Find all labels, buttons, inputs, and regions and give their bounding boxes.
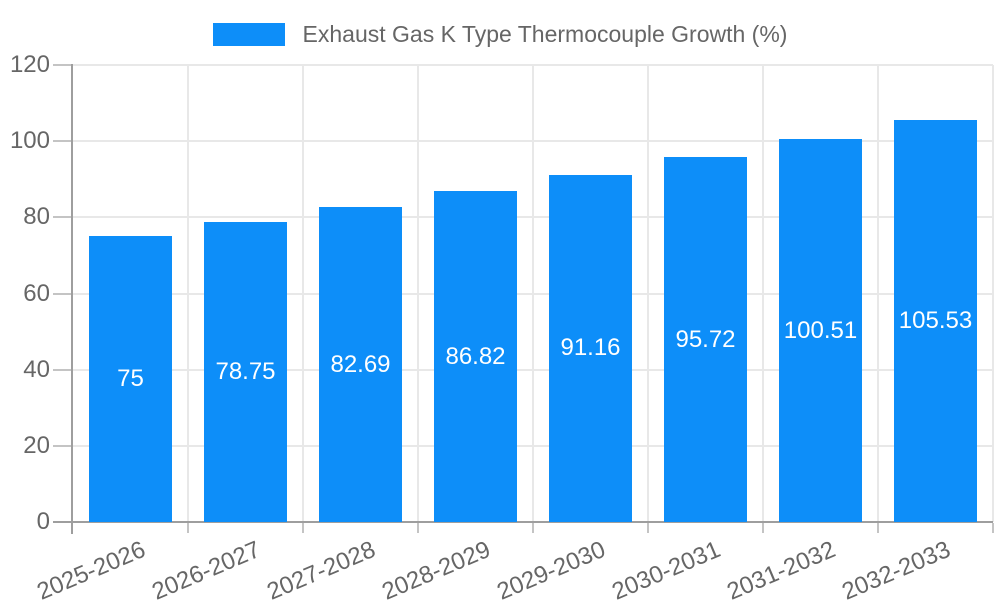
bar-value-label: 78.75 xyxy=(215,358,276,386)
gridline-v xyxy=(647,65,649,522)
x-tick xyxy=(992,523,994,533)
x-tick xyxy=(877,523,879,533)
bar-value-label: 75 xyxy=(117,365,144,393)
y-tick-label: 80 xyxy=(23,203,50,231)
y-tick-label: 120 xyxy=(9,51,50,78)
y-tick-label: 60 xyxy=(23,279,50,307)
bar[interactable] xyxy=(89,236,172,522)
x-tick-label: 2028-2029 xyxy=(377,536,495,600)
y-axis-line xyxy=(71,64,73,534)
bar-value-label: 100.51 xyxy=(783,316,858,344)
x-tick-label: 2031-2032 xyxy=(722,536,840,600)
bar[interactable] xyxy=(549,174,632,522)
bar-value-label: 86.82 xyxy=(445,342,506,370)
x-tick xyxy=(762,523,764,533)
gridline-v xyxy=(762,65,764,522)
legend-label: Exhaust Gas K Type Thermocouple Growth (… xyxy=(302,20,788,47)
y-tick xyxy=(53,64,73,66)
x-tick xyxy=(302,523,304,533)
y-tick xyxy=(53,444,73,447)
gridline-v xyxy=(877,65,879,522)
y-tick xyxy=(53,292,73,295)
gridline-v xyxy=(417,65,419,522)
x-tick-label: 2030-2031 xyxy=(607,536,725,600)
bar[interactable] xyxy=(434,191,517,522)
legend-swatch xyxy=(212,22,285,46)
x-tick xyxy=(647,523,649,533)
gridline-v xyxy=(187,65,189,522)
bar[interactable] xyxy=(319,207,402,522)
bar-value-label: 82.69 xyxy=(330,350,391,378)
y-tick xyxy=(53,216,73,219)
x-tick xyxy=(187,523,189,533)
x-tick xyxy=(532,523,534,533)
y-tick xyxy=(53,368,73,371)
x-tick-label: 2025-2026 xyxy=(32,536,150,600)
bar[interactable] xyxy=(664,157,747,522)
bar[interactable] xyxy=(204,222,287,522)
bar[interactable] xyxy=(779,139,862,522)
y-tick xyxy=(53,140,73,143)
x-tick xyxy=(417,523,419,533)
bar-value-label: 95.72 xyxy=(675,325,736,353)
chart-legend[interactable]: Exhaust Gas K Type Thermocouple Growth (… xyxy=(0,18,1000,50)
y-tick-label: 100 xyxy=(9,127,50,155)
x-axis-line xyxy=(53,521,993,523)
gridline-v xyxy=(532,65,534,522)
bar-value-label: 91.16 xyxy=(560,334,621,362)
gridline-v xyxy=(992,65,994,522)
y-tick-label: 40 xyxy=(23,355,50,383)
y-tick-label: 20 xyxy=(23,431,50,459)
bar[interactable] xyxy=(894,120,977,522)
y-tick-label: 0 xyxy=(36,508,50,535)
gridline-v xyxy=(302,65,304,522)
x-tick-label: 2029-2030 xyxy=(492,536,610,600)
x-tick-label: 2032-2033 xyxy=(837,536,955,600)
x-tick-label: 2026-2027 xyxy=(147,536,265,600)
x-tick-label: 2027-2028 xyxy=(262,536,380,600)
bar-value-label: 105.53 xyxy=(898,307,973,335)
